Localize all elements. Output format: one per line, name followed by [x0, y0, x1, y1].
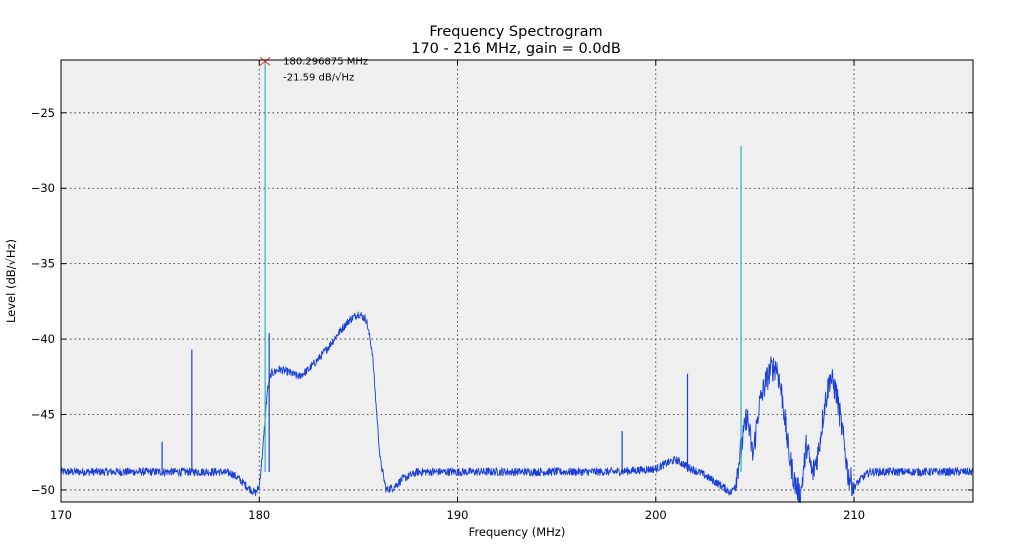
- peak-frequency-label: 180.296875 MHz: [283, 56, 368, 67]
- y-tick-label: −35: [31, 257, 55, 271]
- y-tick-label: −25: [31, 106, 55, 120]
- y-axis-ticks: −25 −30 −35 −40 −45 −50: [31, 106, 973, 497]
- peak-level-label: -21.59 dB/√Hz: [283, 72, 354, 83]
- x-axis-label: Frequency (MHz): [469, 525, 566, 539]
- series-line-0: [60, 311, 974, 504]
- spike-layer: [161, 61, 742, 472]
- y-axis-label: Level (dB/√Hz): [4, 239, 18, 323]
- plot-frame: [60, 59, 974, 503]
- x-tick-label: 180: [248, 508, 270, 522]
- x-tick-label: 200: [645, 508, 667, 522]
- y-tick-label: −40: [31, 332, 55, 346]
- series-layer: [60, 311, 974, 504]
- x-tick-label: 190: [447, 508, 469, 522]
- x-tick-label: 210: [843, 508, 865, 522]
- peak-marker: [259, 56, 271, 66]
- chart-title: Frequency Spectrogram: [429, 24, 602, 40]
- x-axis-ticks: 170 180 190 200 210: [50, 60, 865, 522]
- plot-area: [61, 60, 973, 502]
- y-tick-label: −45: [31, 408, 55, 422]
- annotation-layer: 180.296875 MHz -21.59 dB/√Hz: [259, 56, 368, 83]
- x-tick-label: 170: [50, 508, 72, 522]
- chart-subtitle: 170 - 216 MHz, gain = 0.0dB: [411, 41, 621, 57]
- y-tick-label: −30: [31, 181, 55, 195]
- y-tick-label: −50: [31, 483, 55, 497]
